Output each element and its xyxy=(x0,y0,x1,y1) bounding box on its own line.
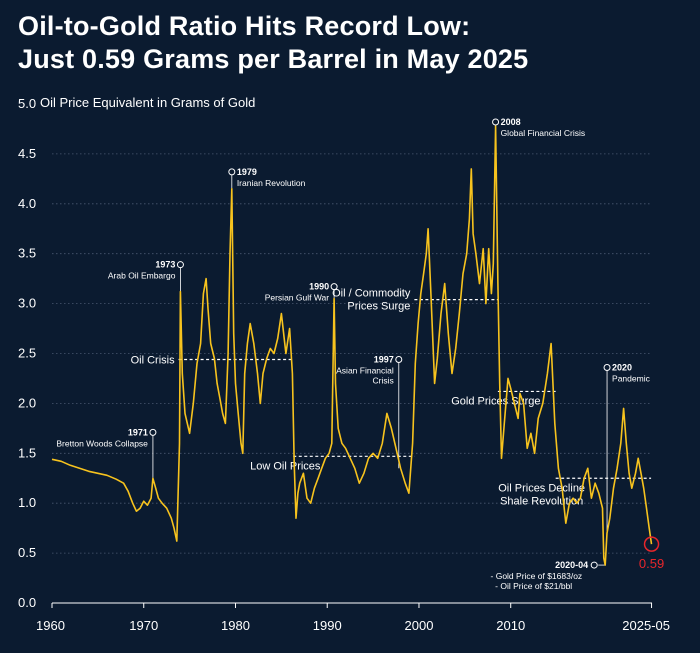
y-tick-label: 0.0 xyxy=(18,595,36,610)
annotation-text: Asian Financial xyxy=(336,365,394,375)
period-label: Oil / Commodity xyxy=(332,288,411,300)
y-tick-label: 4.0 xyxy=(18,196,36,211)
y-tick-label: 4.5 xyxy=(18,146,36,161)
y-tick-label: 3.5 xyxy=(18,246,36,261)
series-group xyxy=(51,125,653,566)
chart-title-line-2: Just 0.59 Grams per Barrel in May 2025 xyxy=(18,44,529,74)
x-tick-label: 2000 xyxy=(405,618,434,633)
annotation-marker xyxy=(395,355,403,363)
annotation-text: Global Financial Crisis xyxy=(501,128,586,138)
period-label: Low Oil Prices xyxy=(250,460,321,472)
gridlines xyxy=(52,153,652,604)
period-label: Gold Prices Surge xyxy=(451,395,540,407)
y-tick-label: 0.5 xyxy=(18,545,36,560)
annotation-text: Bretton Woods Collapse xyxy=(56,438,148,448)
x-tick-label: 1990 xyxy=(313,618,342,633)
annotation-marker xyxy=(149,428,157,436)
y-axis-ticks: 0.0 0.5 1.0 1.5 2.0 2.5 3.0 3.5 4.0 4.5 5.0 xyxy=(18,96,36,610)
period-label: Oil Crisis xyxy=(131,354,175,366)
y-tick-label: 3.0 xyxy=(18,296,36,311)
x-tick-label: 1970 xyxy=(129,618,158,633)
period-label: Oil Prices Decline xyxy=(498,482,585,494)
annotation-year: 2020-04 xyxy=(555,560,588,570)
y-tick-label: 1.5 xyxy=(18,445,36,460)
annotation-text: Iranian Revolution xyxy=(237,178,306,188)
annotation-year: 1990 xyxy=(309,282,329,292)
x-tick-label: 2010 xyxy=(496,618,525,633)
y-tick-label: 2.5 xyxy=(18,346,36,361)
annotation-year: 1979 xyxy=(237,167,257,177)
annotation-text: - Gold Price of $1683/oz xyxy=(491,571,583,581)
annotation-year: 2008 xyxy=(501,117,521,127)
annotation-year: 1997 xyxy=(374,354,394,364)
annotation-year: 1971 xyxy=(128,427,148,437)
highlight-circle xyxy=(643,536,660,552)
x-tick-label: 2025-05 xyxy=(622,618,670,633)
annotation-year: 1973 xyxy=(155,260,175,270)
annotation-marker xyxy=(492,118,500,126)
annotation-text: Pandemic xyxy=(612,373,651,383)
annotation-marker xyxy=(603,363,611,371)
period-label: Prices Surge xyxy=(347,301,410,313)
annotation-marker xyxy=(590,561,598,569)
series-line xyxy=(51,125,653,566)
x-axis-ticks: 1960 1970 1980 1990 2000 2010 2025-05 xyxy=(36,603,670,633)
annotation-year: 2020 xyxy=(612,362,632,372)
y-tick-label: 5.0 xyxy=(18,96,36,111)
annotation-text: Arab Oil Embargo xyxy=(108,271,176,281)
latest-value-highlight: 0.59 xyxy=(639,536,664,571)
chart-title-line-1: Oil-to-Gold Ratio Hits Record Low: xyxy=(18,11,471,41)
annotation-text: - Oil Price of $21/bbl xyxy=(495,581,572,591)
chart-title: Oil-to-Gold Ratio Hits Record Low: Just … xyxy=(18,10,528,76)
annotation-marker xyxy=(228,168,236,176)
x-tick-label: 1980 xyxy=(221,618,250,633)
x-tick-label: 1960 xyxy=(36,618,65,633)
y-tick-label: 1.0 xyxy=(18,495,36,510)
highlight-value-label: 0.59 xyxy=(639,556,664,571)
annotation-text: Persian Gulf War xyxy=(265,293,330,303)
annotation-text: Crisis xyxy=(373,375,394,385)
annotation-marker xyxy=(176,261,184,269)
annotation-leaders xyxy=(152,174,608,566)
annotation: 2020-04- Gold Price of $1683/oz- Oil Pri… xyxy=(491,560,598,591)
y-tick-label: 2.0 xyxy=(18,395,36,410)
annotation-marker xyxy=(330,283,338,291)
y-axis-label: Oil Price Equivalent in Grams of Gold xyxy=(40,95,256,110)
